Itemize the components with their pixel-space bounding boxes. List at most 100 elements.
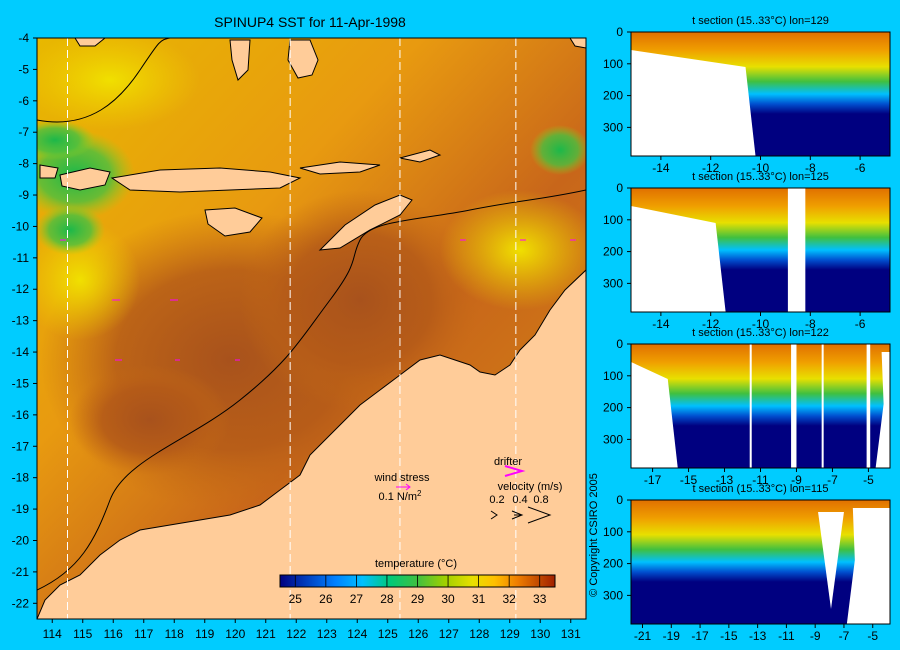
section-title: t section (15..33°C) lon=115 [693,483,829,495]
section-x-tick-label: -15 [680,473,698,487]
map-y-tick-label: -7 [18,125,29,139]
section-x-tick-label: -6 [855,317,866,331]
wind-stress-value: 0.1 N/m2 [379,489,423,503]
section-y-tick-label: 200 [603,89,623,103]
map-land-sulawesi-south [229,39,251,81]
section-land-mask [875,352,890,468]
map-land-islet-ne [569,38,586,49]
map-land-wetar [399,149,442,163]
map-y-tick-label: -15 [12,376,30,390]
map-y-tick-label: -13 [12,314,30,328]
section-x-tick-label: -17 [691,629,709,643]
section-gap [787,188,806,312]
section-y-tick-label: 0 [616,25,623,39]
section-title: t section (15..33°C) lon=129 [692,15,829,27]
section-x-tick-label: -17 [644,473,662,487]
section-x-tick-label: -15 [720,629,738,643]
drifter-icon [504,465,526,477]
section-x-tick-label: -9 [791,473,802,487]
map-y-tick-label: -5 [18,62,29,76]
section-x-tick-label: -13 [749,629,767,643]
map-y-tick-label: -14 [12,345,30,359]
section-gap [791,344,797,468]
section-y-tick-label: 100 [603,213,623,227]
map-y-tick-label: -16 [12,408,30,422]
colorbar-tick-label: 33 [533,592,547,606]
map-land-buton [287,39,319,79]
map-x-tick-label: 124 [347,627,367,641]
colorbar-tick-label: 31 [472,592,486,606]
map-x-tick-label: 127 [439,627,459,641]
map-y-tick-label: -6 [18,94,29,108]
section-land-mask [631,206,726,312]
section-title: t section (15..33°C) lon=125 [692,171,829,183]
map-x-tick-label: 126 [408,627,428,641]
colorbar-label: temperature (°C) [375,558,457,570]
section-y-tick-label: 300 [603,432,623,446]
section-x-tick-label: -14 [652,317,670,331]
map-y-tick-label: -22 [12,596,30,610]
section-y-tick-label: 300 [603,120,623,134]
map-x-tick-label: 120 [225,627,245,641]
section-x-tick-label: -11 [752,473,769,487]
map-green-patch-sw [37,205,105,255]
map-x-tick-label: 131 [561,627,581,641]
section-y-tick-label: 200 [603,245,623,259]
map-green-patch-north [37,120,95,160]
map-x-tick-label: 121 [256,627,276,641]
wind-arrows [60,239,576,361]
map-x-tick-label: 125 [378,627,398,641]
section-panels: t section (15..33°C) lon=129 0 100 200 300 -1… [603,15,891,643]
section-x-tick-label: -8 [805,317,816,331]
section-y-tick-label: 300 [603,588,623,602]
map-shelf-contour-north [37,38,171,123]
section-x-tick-label: -8 [805,161,816,175]
section-gap [821,344,824,468]
map-section-lines [67,38,517,619]
map-land-bali [39,164,59,179]
map-land-alor [299,161,381,175]
section-x-tick-label: -9 [810,629,821,643]
velocity-label: velocity (m/s) [498,481,563,493]
section-land-mask [631,362,678,468]
section-y-tick-label: 300 [603,276,623,290]
map-y-tick-label: -12 [12,282,30,296]
section-panel: t section (15..33°C) lon=125 0 100 200 300 -1… [603,171,891,331]
section-x-tick-label: -7 [839,629,850,643]
wind-stress-label: wind stress [373,472,430,484]
map-plot-area: wind stress 0.1 N/m2 drifter velocity (m… [37,38,586,619]
map-y-tick-label: -11 [13,251,30,265]
colorbar-tick-label: 30 [441,592,455,606]
map-land-sumba [204,207,263,237]
wind-stress-scale-arrow [396,483,411,491]
map-y-tick-label: -17 [12,439,30,453]
section-x-tick-label: -19 [663,629,681,643]
map-warm-core-east [240,190,480,410]
section-panel: t section (15..33°C) lon=122 0 100 200 300 -1… [603,327,891,487]
map-y-tick-label: -20 [12,533,30,547]
map-y-tick-label: -4 [18,31,29,45]
map-y-tick-label: -21 [12,565,30,579]
colorbar-tick-label: 27 [350,592,364,606]
colorbar-tick-label: 25 [289,592,303,606]
section-field [631,500,890,624]
map-yellow-east [440,190,586,310]
map-x-tick-label: 114 [43,627,62,641]
map-x-tick-label: 115 [73,627,92,641]
velocity-scale-arrows [490,506,552,524]
map-land-sumbawa [59,167,111,191]
section-x-tick-label: -10 [752,161,770,175]
colorbar-tick-label: 28 [380,592,394,606]
map-x-tick-label: 116 [104,627,123,641]
map-frame [36,37,587,620]
map-x-tick-label: 119 [195,627,214,641]
map-x-tick-label: 123 [317,627,337,641]
section-x-tick-label: -10 [752,317,770,331]
map-y-tick-label: -18 [12,471,30,485]
map-shelf-contour [37,189,586,591]
velocity-value-2: 0.8 [533,494,548,506]
copyright-text: © Copyright CSIRO 2005 [588,473,600,597]
map-x-tick-label: 122 [286,627,306,641]
colorbar-tick-label: 29 [411,592,425,606]
